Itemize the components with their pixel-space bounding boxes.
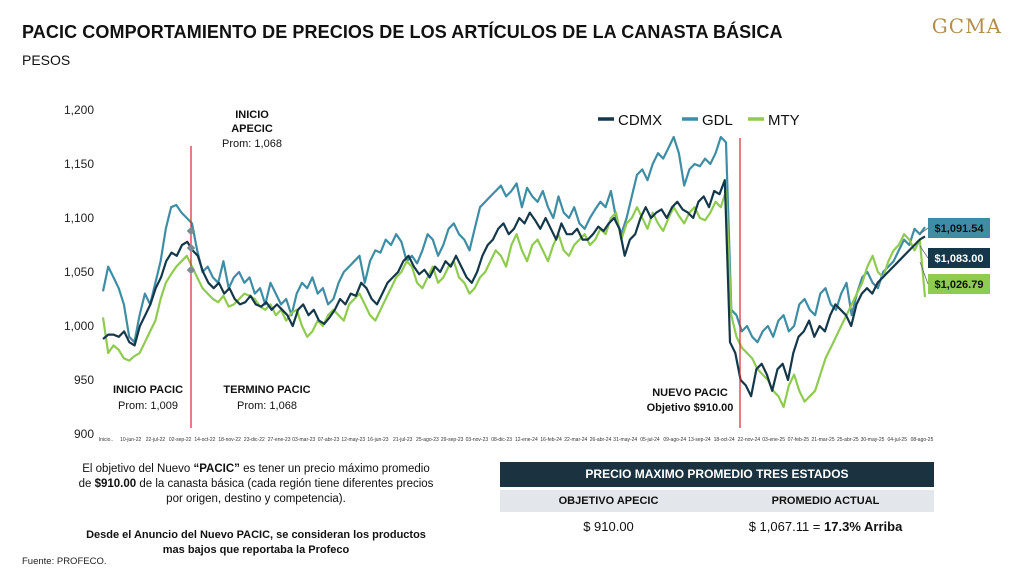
series-line-gdl — [101, 135, 926, 344]
x-tick-label: 03-ene-25 — [762, 437, 785, 443]
x-tick-label: 21-mar-25 — [812, 437, 835, 443]
legend: CDMX GDL MTY — [598, 112, 800, 129]
x-tick-label: 25-abr-25 — [837, 437, 859, 443]
x-tick-label: 13-sep-24 — [688, 437, 711, 443]
end-labels: $1,091.54 $1,083.00 $1,026.79 — [919, 218, 990, 294]
x-axis: Inicio.. 10-jun-22 22-jul-22 02-sep-22 14-oc… — [99, 437, 934, 443]
series-lines — [101, 135, 927, 409]
end-label-leader — [919, 227, 929, 235]
price-table: PRECIO MAXIMO PROMEDIO TRES ESTADOS OBJE… — [500, 462, 934, 542]
x-tick-label: 22-nov-24 — [738, 437, 761, 443]
x-tick-label: 27-ene-23 — [268, 437, 291, 443]
y-axis: 900 950 1,000 1,050 1,100 1,150 1,200 — [64, 103, 94, 441]
y-tick-label: 900 — [74, 427, 94, 441]
end-label-cdmx: $1,083.00 — [935, 253, 984, 265]
x-tick-label: 30-may-25 — [861, 437, 885, 443]
x-tick-label: 03-mar-23 — [292, 437, 315, 443]
table-title: PRECIO MAXIMO PROMEDIO TRES ESTADOS — [500, 462, 934, 487]
col-objetivo-header: OBJETIVO APECIC — [558, 495, 659, 507]
x-tick-label: 12-may-23 — [341, 437, 365, 443]
x-tick-label: 23-dic-22 — [244, 437, 265, 443]
y-tick-label: 1,100 — [64, 211, 94, 225]
x-tick-label: 02-sep-22 — [169, 437, 192, 443]
inicio-pacic-value: Prom: 1,009 — [118, 400, 178, 412]
x-tick-label: 16-feb-24 — [540, 437, 562, 443]
end-label-box-gdl — [928, 218, 990, 238]
x-tick-label: 10-jun-22 — [120, 437, 141, 443]
y-tick-label: 950 — [74, 373, 94, 387]
x-tick-label: 08-ago-25 — [911, 437, 934, 443]
marker-diamond — [186, 226, 196, 236]
legend-label-gdl: GDL — [702, 112, 733, 129]
x-tick-label: 08-dic-23 — [491, 437, 512, 443]
nuevo-pacic-label: NUEVO PACIC — [652, 387, 728, 399]
end-label-gdl: $1,091.54 — [935, 223, 985, 235]
inicio-pacic-label: INICIO PACIC — [113, 384, 183, 396]
x-tick-label: 31-may-24 — [613, 437, 637, 443]
end-label-box-cdmx — [928, 248, 990, 268]
y-tick-label: 1,200 — [64, 103, 94, 117]
x-tick-label: 16-jun-23 — [367, 437, 388, 443]
inicio-apecic-label: APECIC — [231, 123, 273, 135]
series-line-mty — [101, 189, 927, 409]
table-value-row: $ 910.00 $ 1,067.11 = 17.3% Arriba — [500, 512, 934, 542]
x-tick-label: 22-jul-22 — [146, 437, 166, 443]
source-text: Fuente: PROFECO. — [22, 556, 107, 567]
end-label-mty: $1,026.79 — [935, 279, 984, 291]
gcma-logo: GCMA — [931, 14, 1002, 38]
y-tick-label: 1,150 — [64, 157, 94, 171]
x-tick-label: 07-abr-23 — [318, 437, 340, 443]
legend-label-cdmx: CDMX — [618, 112, 662, 129]
page-title: PACIC COMPORTAMIENTO DE PRECIOS DE LOS A… — [22, 22, 783, 42]
marker-diamond — [186, 243, 196, 253]
price-line-chart: 900 950 1,000 1,050 1,100 1,150 1,200 Inicio..… — [64, 103, 990, 443]
x-tick-label: 25-ago-23 — [416, 437, 439, 443]
x-tick-label: 04-jul-25 — [888, 437, 908, 443]
x-tick-label: 14-oct-22 — [194, 437, 215, 443]
promedio-value: $ 1,067.11 = 17.3% Arriba — [748, 519, 903, 534]
marker-diamond — [186, 265, 196, 275]
products-note: Desde el Anuncio del Nuevo PACIC, se con… — [86, 529, 426, 556]
x-tick-label: 18-nov-22 — [218, 437, 241, 443]
x-tick-label: 07-feb-25 — [788, 437, 810, 443]
end-label-leader — [919, 245, 929, 259]
series-line-cdmx — [102, 179, 926, 398]
termino-pacic-value: Prom: 1,068 — [237, 400, 297, 412]
x-tick-label: 12-ene-24 — [515, 437, 538, 443]
termino-pacic-label: TERMINO PACIC — [223, 384, 310, 396]
nuevo-pacic-value: Objetivo $910.00 — [647, 402, 734, 414]
y-tick-label: 1,000 — [64, 319, 94, 333]
end-label-box-mty — [928, 274, 990, 294]
x-tick-label: 29-sep-23 — [441, 437, 464, 443]
inicio-apecic-value: Prom: 1,068 — [222, 138, 282, 150]
col-promedio-header: PROMEDIO ACTUAL — [771, 495, 880, 507]
objetivo-value: $ 910.00 — [583, 519, 634, 534]
end-label-leader — [919, 261, 929, 285]
y-tick-label: 1,050 — [64, 265, 94, 279]
x-tick-label: 03-nov-23 — [466, 437, 489, 443]
x-tick-label: 22-mar-24 — [564, 437, 587, 443]
x-tick-label: 21-jul-23 — [393, 437, 413, 443]
page-subtitle: PESOS — [22, 52, 71, 68]
inicio-apecic-label: INICIO — [235, 109, 269, 121]
x-tick-label: 09-ago-24 — [663, 437, 686, 443]
x-tick-label: 26-abr-24 — [590, 437, 612, 443]
objective-note: El objetivo del Nuevo “PACIC” es tener u… — [78, 463, 434, 505]
annotations: INICIO APECIC Prom: 1,068 INICIO PACIC Prom:… — [113, 109, 741, 428]
x-tick-label: Inicio.. — [99, 437, 113, 443]
x-tick-label: 18-oct-24 — [714, 437, 735, 443]
table-header-row: OBJETIVO APECIC PROMEDIO ACTUAL — [500, 490, 934, 512]
x-tick-label: 05-jul-24 — [640, 437, 660, 443]
legend-label-mty: MTY — [768, 112, 800, 129]
